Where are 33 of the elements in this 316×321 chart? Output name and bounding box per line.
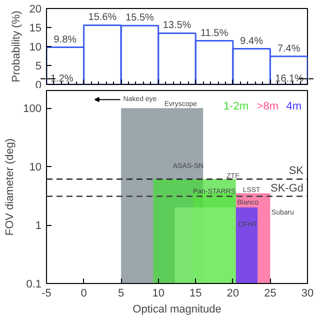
ref-line-label: SK-Gd xyxy=(270,182,304,194)
y-tick-label: 5 xyxy=(35,60,42,72)
data-label: 15.5% xyxy=(126,12,154,24)
x-tick-label: 0 xyxy=(80,288,87,300)
annotation: 16.1% xyxy=(275,73,304,84)
y-tick-label: 20 xyxy=(29,4,42,16)
x-tick-label: 20 xyxy=(226,288,240,300)
y-tick-label: 0.1 xyxy=(26,278,42,290)
x-tick-label: 15 xyxy=(190,288,202,300)
y-axis-title: FOV diameter (deg) xyxy=(4,138,16,236)
y-tick-label: 100 xyxy=(23,103,42,116)
data-label: 9.4% xyxy=(240,36,264,47)
ref-line-label: SK xyxy=(288,165,304,178)
x-axis-title: Optical magnitude xyxy=(132,304,222,316)
text: >8m xyxy=(256,100,279,112)
x-tick-label: -5 xyxy=(42,288,52,300)
y-axis-title: Probability (%) xyxy=(10,10,22,82)
y-tick-label: 10 xyxy=(29,42,42,54)
data-label: 15.6% xyxy=(88,12,117,24)
data-label: 13.5% xyxy=(162,20,192,32)
y-tick-label: 10 xyxy=(29,162,42,174)
y-tick-label: 1 xyxy=(35,220,42,232)
text: 1-2m xyxy=(223,100,248,112)
x-tick-label: 10 xyxy=(152,288,164,300)
data-label: 9.8% xyxy=(54,34,77,46)
data-label: 11.5% xyxy=(200,28,228,39)
data-label: 7.4% xyxy=(277,43,300,54)
y-tick-label: 15 xyxy=(29,22,42,34)
annotation: 1.2% xyxy=(50,73,74,84)
text: 4m xyxy=(286,100,302,112)
x-tick-label: 25 xyxy=(264,288,276,300)
x-tick-label: 5 xyxy=(118,288,124,300)
x-tick-label: 30 xyxy=(301,288,314,300)
